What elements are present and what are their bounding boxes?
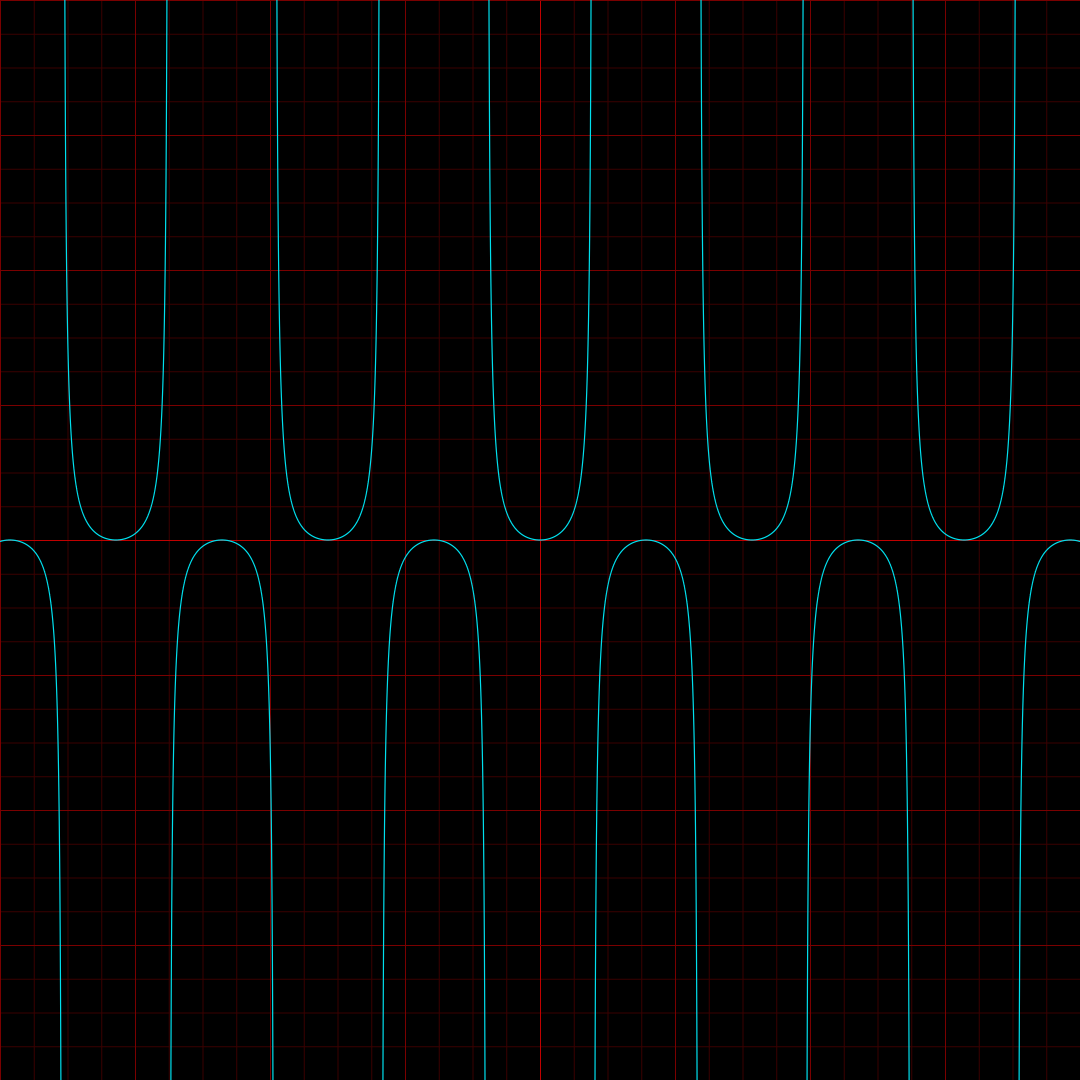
- function-curve: [0, 0, 1080, 1080]
- page: {"chart_data": { "type": "function", "xl…: [0, 0, 1080, 1080]
- plot: [0, 0, 1080, 1080]
